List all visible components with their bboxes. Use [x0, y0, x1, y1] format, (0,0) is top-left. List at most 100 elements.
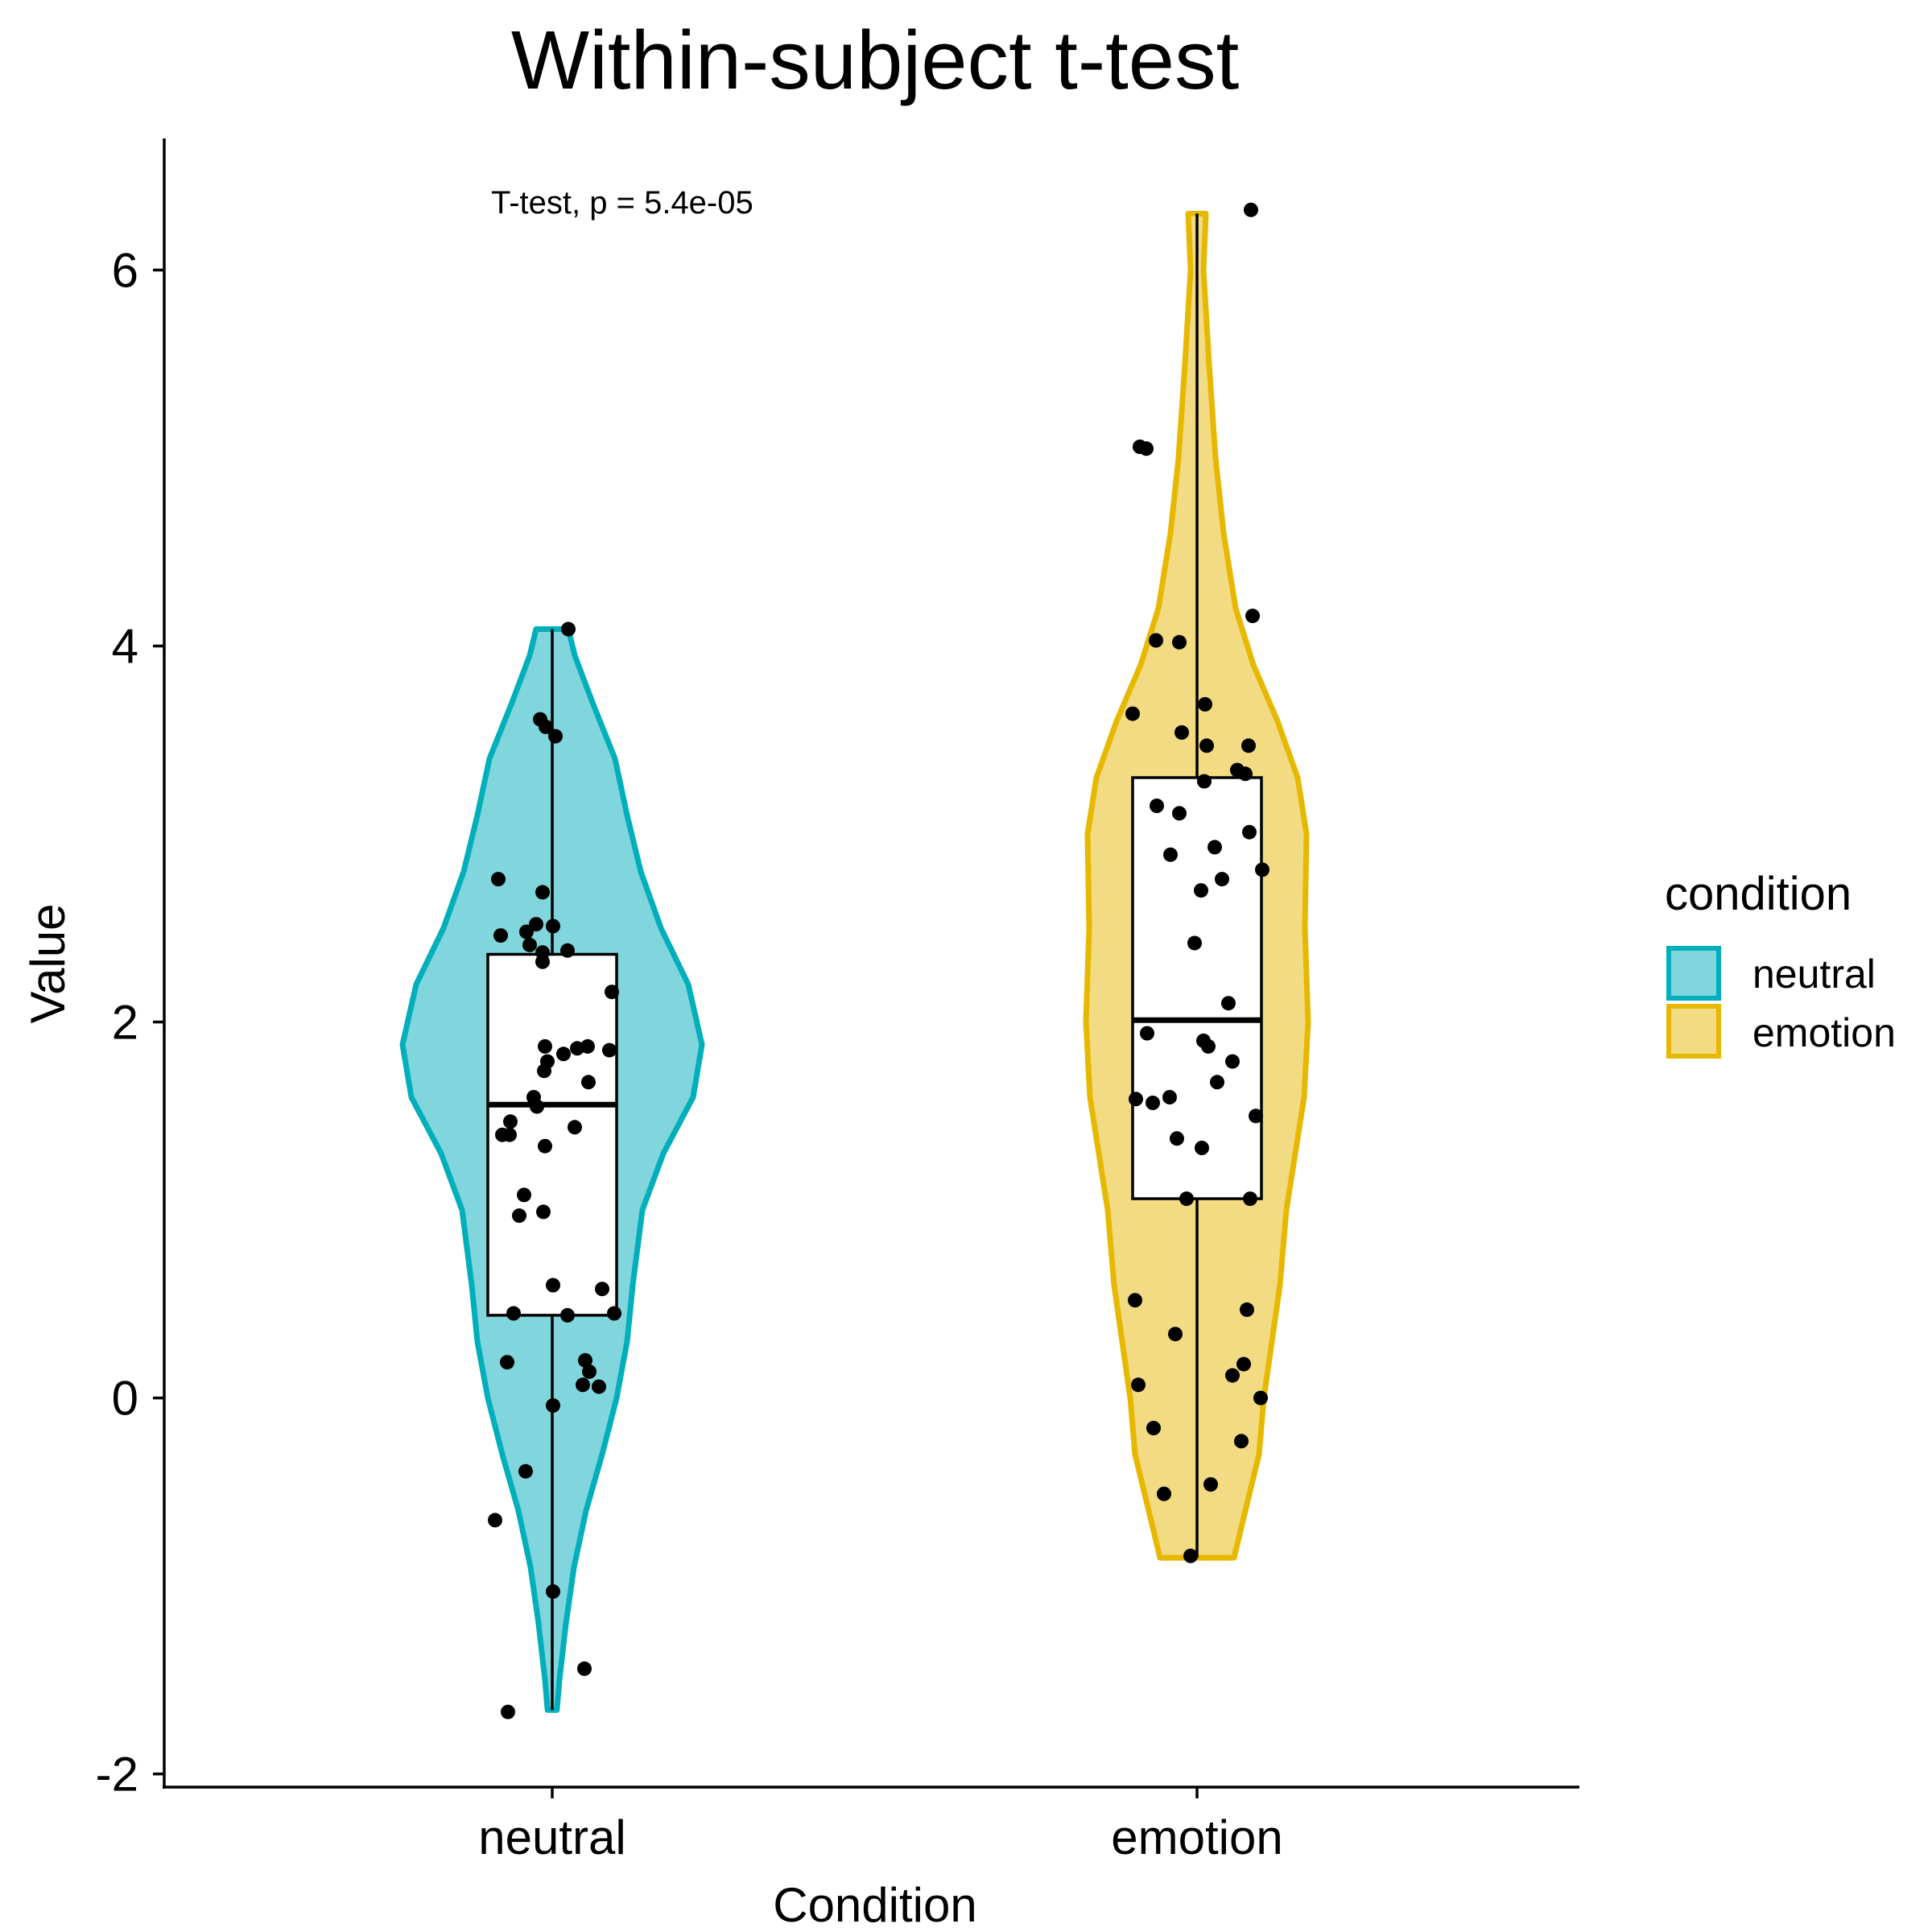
data-point-neutral [500, 1355, 514, 1370]
data-point-neutral [518, 1463, 533, 1479]
data-point-neutral [582, 1364, 597, 1379]
data-point-emotion [1174, 724, 1189, 740]
data-point-emotion [1125, 706, 1140, 721]
data-point-emotion [1162, 1090, 1177, 1104]
x-axis-title: Condition [773, 1878, 977, 1932]
series-neutral [399, 621, 705, 1719]
legend-title: condition [1665, 868, 1852, 920]
data-point-emotion [1168, 1327, 1183, 1342]
x-tick-label-emotion: emotion [1111, 1810, 1282, 1864]
legend-label-neutral: neutral [1752, 952, 1876, 997]
data-point-emotion [1172, 634, 1187, 650]
data-point-emotion [1149, 633, 1163, 648]
data-point-neutral [538, 1138, 552, 1154]
legend-swatch-emotion [1666, 1004, 1721, 1059]
data-point-emotion [1249, 1108, 1263, 1124]
data-point-neutral [592, 1379, 606, 1394]
data-point-neutral [546, 919, 560, 934]
data-point-emotion [1140, 1026, 1154, 1041]
annotation-label: T-test, p = 5.4e-05 [491, 185, 753, 221]
data-point-neutral [539, 719, 553, 734]
data-point-emotion [1244, 202, 1258, 217]
data-point-emotion [1170, 1131, 1184, 1146]
data-point-neutral [536, 1204, 551, 1220]
y-axis-title: Value [21, 903, 75, 1023]
data-point-emotion [1139, 441, 1154, 456]
data-point-neutral [506, 1306, 521, 1321]
data-point-neutral [517, 1187, 531, 1203]
data-point-emotion [1197, 774, 1212, 789]
data-point-neutral [546, 1278, 560, 1293]
data-point-emotion [1150, 799, 1164, 813]
series-emotion [1083, 202, 1311, 1563]
data-point-neutral [535, 885, 550, 900]
data-point-emotion [1187, 935, 1202, 951]
data-point-neutral [488, 1513, 502, 1528]
data-point-emotion [1234, 1434, 1249, 1449]
data-point-emotion [1215, 872, 1229, 887]
data-point-neutral [561, 621, 576, 637]
data-point-emotion [1157, 1486, 1171, 1501]
data-point-neutral [548, 729, 563, 744]
y-tick-label: 6 [112, 243, 138, 297]
data-point-neutral [560, 1307, 575, 1323]
data-point-neutral [602, 1042, 617, 1058]
data-point-emotion [1201, 1038, 1216, 1054]
data-point-neutral [512, 1208, 526, 1224]
data-point-neutral [546, 1584, 560, 1600]
data-point-emotion [1194, 883, 1208, 898]
x-tick-label-neutral: neutral [478, 1810, 625, 1864]
data-point-emotion [1179, 1191, 1194, 1207]
legend: condition neutral emotion [1665, 868, 1896, 1059]
data-point-emotion [1221, 996, 1236, 1011]
data-point-neutral [581, 1075, 596, 1090]
y-tick-label: 0 [112, 1372, 138, 1426]
data-point-neutral [595, 1282, 609, 1297]
data-point-neutral [580, 1038, 595, 1054]
data-point-emotion [1245, 609, 1260, 624]
data-point-neutral [503, 1114, 518, 1129]
data-point-emotion [1240, 1302, 1254, 1317]
data-point-neutral [577, 1661, 592, 1676]
data-point-emotion [1238, 766, 1253, 782]
data-point-emotion [1210, 1075, 1224, 1090]
data-point-neutral [605, 985, 619, 1000]
data-point-neutral [522, 937, 537, 952]
data-point-neutral [501, 1704, 515, 1719]
data-point-neutral [537, 1063, 551, 1079]
data-point-neutral [578, 1352, 592, 1368]
y-tick-label: 4 [112, 620, 138, 674]
data-point-neutral [568, 1120, 582, 1135]
data-point-neutral [530, 1099, 544, 1114]
data-point-emotion [1198, 696, 1212, 712]
plot-area [399, 202, 1311, 1719]
data-point-emotion [1195, 1141, 1209, 1155]
data-point-emotion [1208, 840, 1222, 855]
data-point-neutral [502, 1127, 517, 1142]
data-point-emotion [1183, 1548, 1198, 1563]
data-point-emotion [1203, 1477, 1218, 1492]
data-point-emotion [1225, 1368, 1240, 1383]
y-axis: -2 0 2 4 6 [96, 243, 164, 1802]
x-axis: neutral emotion [478, 1787, 1283, 1864]
data-point-emotion [1199, 738, 1214, 753]
data-point-neutral [529, 917, 543, 932]
data-point-emotion [1242, 824, 1257, 840]
y-tick-label: 2 [112, 996, 138, 1050]
data-point-emotion [1255, 862, 1269, 877]
data-point-neutral [560, 943, 575, 958]
data-point-emotion [1146, 1096, 1160, 1110]
data-point-emotion [1172, 806, 1187, 821]
data-point-emotion [1243, 1191, 1257, 1207]
y-tick-label: -2 [96, 1748, 138, 1802]
data-point-emotion [1163, 847, 1178, 862]
data-point-emotion [1146, 1421, 1161, 1435]
data-point-neutral [556, 1046, 571, 1062]
data-point-emotion [1128, 1293, 1142, 1308]
box-emotion [1131, 776, 1263, 1200]
data-point-emotion [1236, 1356, 1251, 1372]
data-point-neutral [491, 872, 506, 887]
chart-title: Within-subject t-test [511, 14, 1239, 106]
legend-swatch-neutral [1666, 946, 1721, 1001]
